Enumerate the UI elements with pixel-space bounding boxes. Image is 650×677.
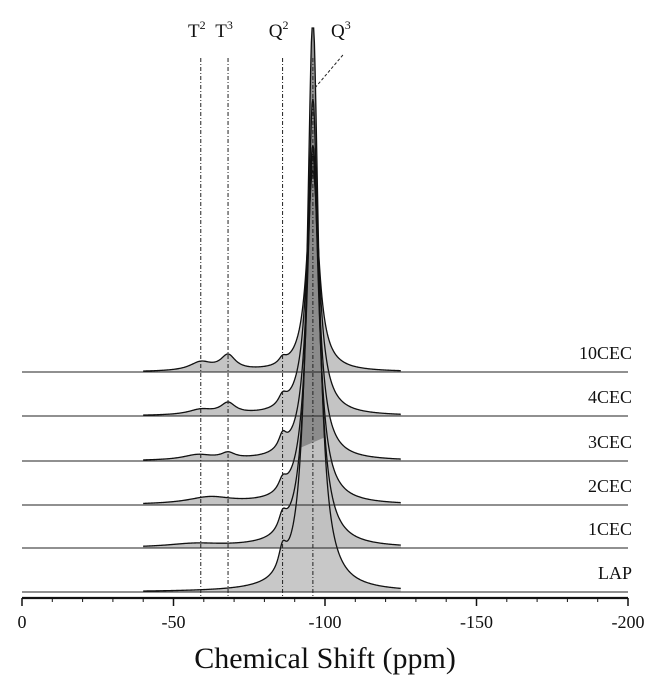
series-fill-10CEC <box>143 170 401 372</box>
x-axis: 0 -50 -100 -150 -200 <box>18 596 645 632</box>
peak-label-Q3: Q3 <box>331 18 351 42</box>
series-line-3CEC <box>143 155 401 461</box>
leader-line-Q3 <box>314 54 344 89</box>
x-tick-label: -150 <box>460 612 493 632</box>
series-line-4CEC <box>143 145 401 416</box>
series-labels: LAP 1CEC 2CEC 3CEC 4CEC 10CEC <box>579 343 632 583</box>
spectra-lines <box>22 27 628 593</box>
peak-labels: T2 T3 Q2 Q3 <box>188 18 351 42</box>
series-label-3CEC: 3CEC <box>588 432 632 452</box>
x-tick-label: -200 <box>612 612 645 632</box>
x-axis-title: Chemical Shift (ppm) <box>194 642 456 675</box>
series-line-10CEC <box>143 168 401 372</box>
series-line-2CEC <box>143 147 401 505</box>
series-label-2CEC: 2CEC <box>588 476 632 496</box>
peak-label-T2: T2 <box>188 18 206 42</box>
series-label-10CEC: 10CEC <box>579 343 632 363</box>
main-peak-core <box>300 28 325 448</box>
x-tick-label: -100 <box>309 612 342 632</box>
reference-lines <box>200 54 344 598</box>
spectra-fills <box>143 28 401 592</box>
peak-label-T3: T3 <box>215 18 233 42</box>
series-label-LAP: LAP <box>598 563 632 583</box>
series-label-4CEC: 4CEC <box>588 387 632 407</box>
series-shade-4CEC <box>143 145 401 417</box>
series-shade-10CEC <box>143 170 401 372</box>
series-fill-4CEC <box>143 145 401 417</box>
peak-label-Q2: Q2 <box>269 18 289 42</box>
x-tick-label: -50 <box>162 612 186 632</box>
x-tick-label: 0 <box>18 612 27 632</box>
series-shade-1CEC <box>143 98 401 548</box>
series-fill-1CEC <box>143 98 401 548</box>
series-fill-LAP <box>143 28 401 592</box>
series-line-LAP <box>143 27 401 592</box>
series-line-1CEC <box>143 98 401 547</box>
series-shade-LAP <box>143 28 401 592</box>
series-label-1CEC: 1CEC <box>588 519 632 539</box>
